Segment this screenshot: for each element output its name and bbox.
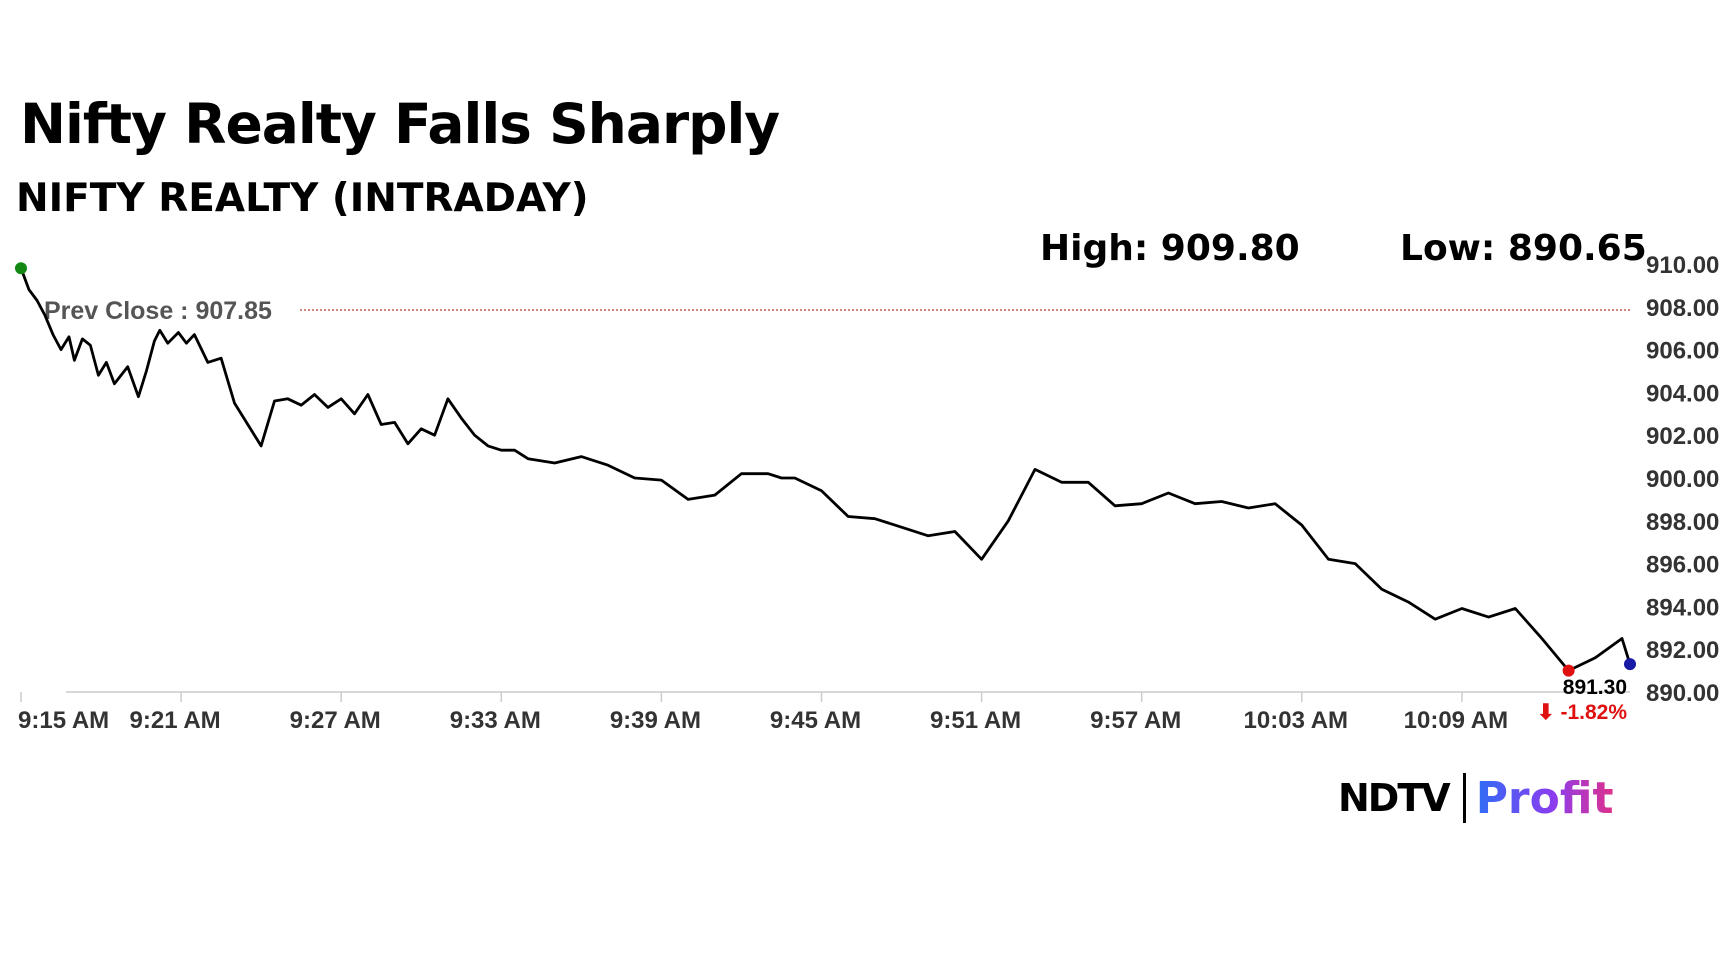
x-tick-label: 9:15 AM xyxy=(18,707,109,734)
x-tick-label: 9:45 AM xyxy=(770,707,861,734)
x-tick-label: 10:03 AM xyxy=(1244,707,1348,734)
y-axis: 910.00 908.00 906.00 904.00 902.00 900.00 898.… xyxy=(1646,252,1719,707)
x-tick-label: 10:09 AM xyxy=(1404,707,1508,734)
y-tick-label: 904.00 xyxy=(1646,380,1719,407)
y-tick-label: 894.00 xyxy=(1646,594,1719,621)
chart-title: Nifty Realty Falls Sharply xyxy=(20,92,780,156)
y-tick-label: 890.00 xyxy=(1646,680,1719,707)
x-tick-label: 9:51 AM xyxy=(930,707,1021,734)
low-marker xyxy=(1562,664,1575,677)
y-tick-label: 900.00 xyxy=(1646,466,1719,493)
x-tick-label: 9:57 AM xyxy=(1090,707,1181,734)
x-tick-label: 9:39 AM xyxy=(610,707,701,734)
y-tick-label: 908.00 xyxy=(1646,295,1719,322)
low-label: Low: 890.65 xyxy=(1400,228,1647,269)
chart-subtitle: NIFTY REALTY (INTRADAY) xyxy=(16,176,589,221)
logo-profit: Profit xyxy=(1475,772,1614,824)
logo-ndtv: NDTV xyxy=(1338,776,1451,820)
x-tick-label: 9:33 AM xyxy=(450,707,541,734)
y-tick-label: 906.00 xyxy=(1646,338,1719,365)
series-markers xyxy=(15,262,1636,677)
last-marker xyxy=(1624,658,1636,671)
y-tick-label: 898.00 xyxy=(1646,509,1719,536)
y-tick-label: 896.00 xyxy=(1646,552,1719,579)
y-tick-label: 902.00 xyxy=(1646,423,1719,450)
high-label: High: 909.80 xyxy=(1040,228,1300,269)
open-marker xyxy=(15,262,27,275)
x-tick-label: 9:21 AM xyxy=(130,707,221,734)
x-axis: 9:15 AM 9:21 AM 9:27 AM 9:33 AM 9:39 AM 9:45 … xyxy=(18,692,1508,734)
logo-divider xyxy=(1462,773,1466,823)
prev-close-label: Prev Close : 907.85 xyxy=(44,297,272,325)
ndtv-profit-logo: NDTV Profit xyxy=(1338,770,1614,826)
series-line-nifty-realty xyxy=(19,267,1632,672)
y-tick-label: 892.00 xyxy=(1646,637,1719,664)
last-value-label: 891.30 xyxy=(1563,676,1627,699)
change-percent-label: ⬇ -1.82% xyxy=(1537,701,1627,724)
y-tick-label: 910.00 xyxy=(1646,252,1719,279)
x-tick-label: 9:27 AM xyxy=(290,707,381,734)
